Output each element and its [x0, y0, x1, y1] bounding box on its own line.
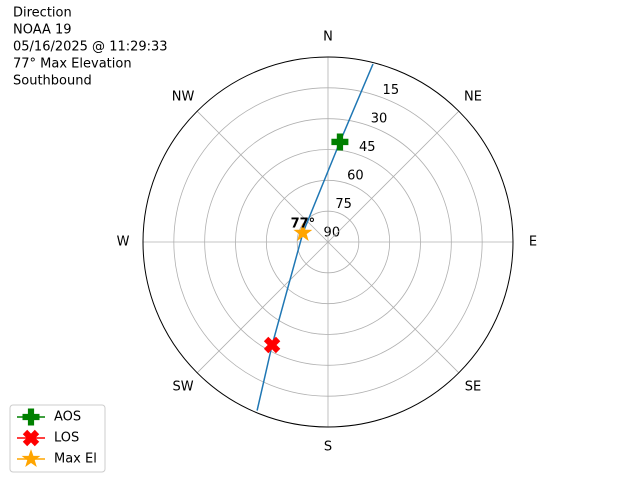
legend-marker: [22, 408, 40, 426]
r-tick-label: 75: [335, 197, 352, 212]
legend-label: LOS: [54, 431, 79, 446]
legend-marker: [21, 449, 41, 468]
theta-tick-label: SW: [172, 379, 193, 394]
grid-spoke: [196, 241, 329, 374]
legend-label: Max El: [54, 452, 97, 467]
theta-tick-label: S: [324, 440, 332, 455]
r-tick-label: 60: [347, 168, 364, 183]
polar-frame: [142, 56, 514, 428]
grid-spoke: [327, 110, 460, 243]
theta-tick-label: SE: [465, 379, 481, 394]
annotation: 77°: [291, 216, 316, 231]
marker-star: [293, 223, 313, 241]
title-line: Southbound: [13, 74, 92, 89]
theta-tick-label: NE: [464, 90, 482, 105]
legend: AOS LOS Max El: [9, 404, 106, 473]
r-tick-label: 15: [383, 83, 400, 98]
marker-x: [263, 336, 281, 354]
grid-spoke: [196, 110, 329, 243]
theta-tick-label: E: [529, 235, 537, 250]
grid-spoke: [327, 241, 460, 374]
title-line: 77° Max Elevation: [13, 57, 132, 72]
legend-marker: [22, 429, 40, 447]
marker-plus: [331, 133, 349, 151]
r-tick-label: 30: [371, 111, 388, 126]
theta-tick-label: N: [323, 30, 333, 45]
theta-tick-label: NW: [172, 90, 195, 105]
theta-tick-label: W: [117, 235, 130, 250]
track-line: [256, 63, 374, 411]
title-line: 05/16/2025 @ 11:29:33: [13, 40, 168, 55]
r-tick-label: 45: [359, 140, 376, 155]
title-line: NOAA 19: [13, 23, 72, 38]
legend-label: AOS: [54, 410, 81, 425]
title-line: Direction: [13, 6, 72, 21]
